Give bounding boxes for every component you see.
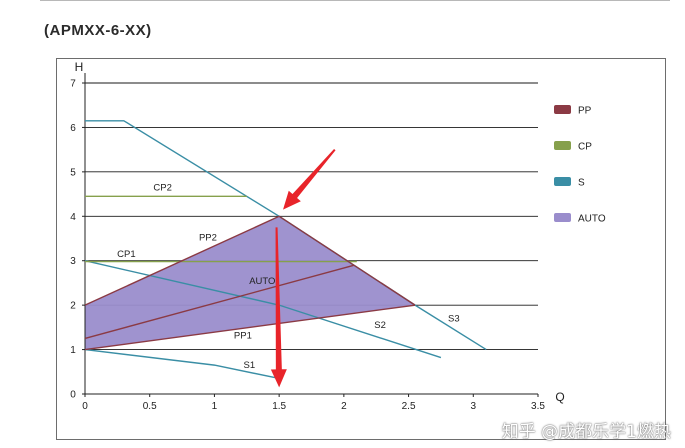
y-tick-label: 4	[70, 212, 76, 223]
legend-swatch-cp	[554, 141, 571, 150]
y-tick-label: 2	[70, 301, 76, 312]
red-arrow-2	[270, 227, 287, 388]
x-tick-label: 3	[471, 401, 477, 412]
series-line-pp2	[84, 215, 416, 306]
legend-label-s: S	[578, 178, 585, 189]
series-label-s3: S3	[448, 314, 460, 325]
model-title: (APMXX-6-XX)	[44, 22, 152, 39]
legend-label-cp: CP	[578, 142, 592, 153]
x-tick-label: 0.5	[143, 401, 157, 412]
series-label-s1: S1	[244, 360, 256, 371]
y-tick-label: 3	[70, 256, 76, 267]
watermark: 知乎 @成都乐学1燃热	[501, 422, 671, 442]
y-axis-label: H	[75, 60, 84, 74]
x-tick-label: 1.5	[272, 401, 286, 412]
legend-swatch-auto	[554, 213, 571, 222]
x-tick-label: 0	[82, 401, 88, 412]
x-tick-label: 2	[341, 401, 347, 412]
series-label-pp1: PP1	[234, 330, 252, 341]
series-label-s2: S2	[374, 320, 386, 331]
series-line-s1	[84, 348, 280, 380]
y-tick-label: 7	[70, 79, 76, 90]
series-label-cp2: CP2	[153, 183, 171, 194]
series-line-pp1	[84, 304, 416, 351]
y-tick-label: 5	[70, 167, 76, 178]
series-line-auto	[84, 264, 355, 340]
series-label-pp2: PP2	[199, 233, 217, 244]
legend-swatch-pp	[554, 105, 571, 114]
y-tick-label: 1	[70, 345, 76, 356]
x-tick-label: 3.5	[531, 401, 545, 412]
chart-frame	[56, 58, 666, 440]
red-arrow-1	[283, 148, 336, 210]
legend-label-pp: PP	[578, 106, 592, 117]
legend-label-auto: AUTO	[578, 214, 606, 225]
legend-swatch-s	[554, 177, 571, 186]
y-tick-label: 0	[70, 390, 76, 401]
top-rule	[40, 0, 670, 1]
x-tick-label: 1	[212, 401, 218, 412]
y-tick-label: 6	[70, 123, 76, 134]
x-tick-label: 2.5	[402, 401, 416, 412]
series-label-cp1: CP1	[117, 249, 135, 260]
series-label-auto: AUTO	[249, 276, 275, 287]
x-axis-label: Q	[555, 390, 564, 404]
